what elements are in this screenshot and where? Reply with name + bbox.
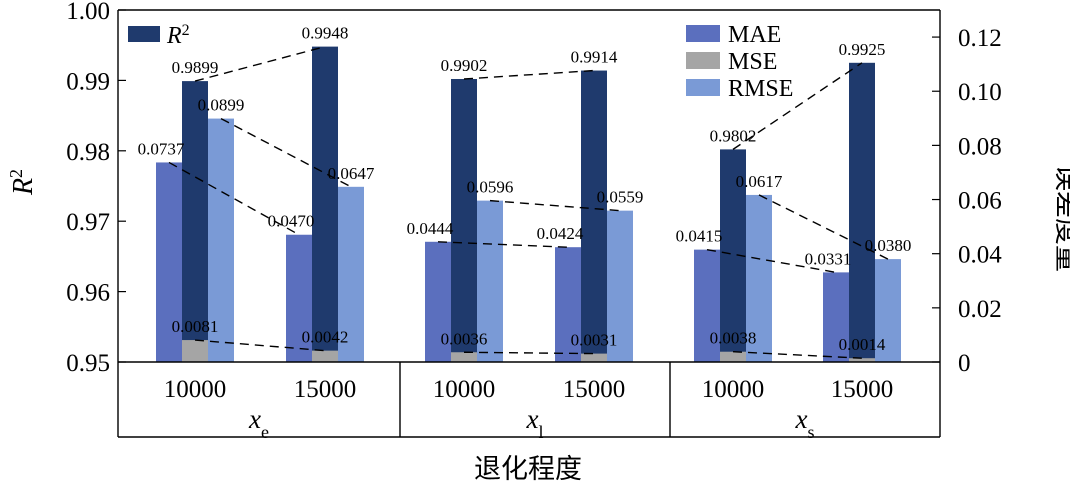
- bar-rmse-1: [338, 186, 364, 362]
- legend-swatch-mse: [686, 52, 720, 69]
- legend-swatch-mae: [686, 25, 720, 42]
- label-mae-0: 0.0737: [138, 139, 185, 158]
- bar-mse-5: [849, 358, 875, 362]
- label-mae-3: 0.0424: [537, 224, 584, 243]
- axes: 0.95 0.96 0.97 0.98 0.99 1.00 0 0.02 0.04 0.06 0.0…: [66, 0, 1002, 442]
- label-mae-2: 0.0444: [407, 219, 454, 238]
- bar-mae-2: [425, 241, 451, 362]
- bar-rmse-4: [746, 194, 772, 362]
- group-label-x_l: xl: [526, 404, 544, 442]
- category-label: 15000: [831, 376, 894, 403]
- label-mae-1: 0.0470: [268, 212, 315, 231]
- label-r2-2: 0.9902: [441, 56, 488, 75]
- right-tick-label: 0: [958, 350, 971, 377]
- bar-mse-1: [312, 350, 338, 362]
- bar-mae-5: [823, 272, 849, 362]
- left-tick-label: 0.95: [66, 350, 110, 377]
- x-axis-title: 退化程度: [474, 454, 582, 485]
- label-rmse-1: 0.0647: [328, 164, 375, 183]
- bar-mae-0: [156, 162, 182, 362]
- bar-r2-2: [451, 78, 477, 362]
- connector-mse-0: [194, 339, 326, 352]
- left-tick-label: 0.98: [66, 139, 110, 166]
- right-tick-label: 0.04: [958, 242, 1002, 269]
- left-tick-label: 1.00: [66, 0, 110, 25]
- bar-rmse-5: [875, 259, 901, 362]
- connector-r2-1: [463, 69, 595, 80]
- connector-mae-0: [168, 161, 300, 236]
- group-label-x_s: xs: [795, 404, 815, 442]
- y-axis-right-title: 误差度量: [1051, 164, 1070, 272]
- legend-swatch-rmse: [686, 79, 720, 96]
- label-mae-4: 0.0415: [676, 227, 723, 246]
- bar-r2-3: [581, 70, 607, 362]
- bar-mse-2: [451, 352, 477, 362]
- label-r2-3: 0.9914: [571, 48, 618, 67]
- right-tick-label: 0.08: [958, 133, 1002, 160]
- label-mse-4: 0.0038: [710, 329, 757, 348]
- label-r2-5: 0.9925: [839, 40, 886, 59]
- bar-mse-4: [720, 351, 746, 362]
- bar-r2-5: [849, 62, 875, 363]
- label-mse-3: 0.0031: [571, 331, 618, 350]
- connector-mse-1: [463, 351, 595, 355]
- category-label: 15000: [563, 376, 626, 403]
- connector-r2-0: [194, 45, 326, 82]
- label-r2-0: 0.9899: [172, 58, 219, 77]
- connector-rmse-1: [489, 199, 621, 212]
- label-rmse-4: 0.0617: [736, 172, 783, 191]
- left-tick-label: 0.96: [66, 280, 110, 307]
- connector-mae-1: [437, 241, 569, 248]
- category-label: 15000: [294, 376, 357, 403]
- legend-swatch-r2: [128, 26, 160, 42]
- bar-r2-1: [312, 46, 338, 362]
- bar-mae-4: [694, 249, 720, 362]
- bar-mae-1: [286, 234, 312, 362]
- left-tick-label: 0.97: [66, 209, 110, 236]
- bar-mae-3: [555, 247, 581, 362]
- right-tick-label: 0.12: [958, 25, 1002, 52]
- data-labels: 0.9899 0.0899 0.0737 0.0081 0.9948 0.0647 0.04…: [138, 24, 912, 355]
- category-label: 10000: [164, 376, 227, 403]
- category-label: 10000: [433, 376, 496, 403]
- connector-mse-2: [732, 351, 863, 359]
- connector-rmse-0: [220, 117, 352, 188]
- bar-mse-0: [182, 340, 208, 362]
- label-mse-0: 0.0081: [172, 317, 219, 336]
- label-mse-5: 0.0014: [839, 335, 886, 354]
- label-rmse-2: 0.0596: [467, 178, 514, 197]
- left-tick-label: 0.99: [66, 68, 110, 95]
- connector-mae-2: [706, 248, 837, 274]
- group-label-x_e: xe: [248, 404, 269, 442]
- label-rmse-5: 0.0380: [865, 236, 912, 255]
- label-r2-4: 0.9802: [710, 126, 757, 145]
- label-rmse-3: 0.0559: [597, 188, 644, 207]
- label-rmse-0: 0.0899: [198, 96, 245, 115]
- legend-label-mse: MSE: [728, 49, 777, 75]
- legend-label-r2: R2: [166, 22, 190, 50]
- bar-rmse-0: [208, 118, 234, 362]
- label-r2-1: 0.9948: [302, 24, 349, 43]
- bars-layer: [156, 46, 901, 363]
- connector-rmse-2: [758, 194, 889, 260]
- label-mae-5: 0.0331: [805, 249, 852, 268]
- bar-rmse-3: [607, 210, 633, 362]
- label-mse-2: 0.0036: [441, 329, 488, 348]
- y-axis-left-title: R2: [6, 169, 39, 196]
- right-tick-label: 0.06: [958, 188, 1002, 215]
- bar-r2-0: [182, 81, 208, 362]
- bar-mse-3: [581, 353, 607, 362]
- right-tick-label: 0.10: [958, 79, 1002, 106]
- right-tick-label: 0.02: [958, 296, 1002, 323]
- connector-lines: [168, 45, 889, 359]
- legend-label-rmse: RMSE: [728, 76, 793, 102]
- legend-label-mae: MAE: [728, 22, 781, 48]
- category-label: 10000: [702, 376, 765, 403]
- bar-rmse-2: [477, 200, 503, 362]
- connector-r2-2: [732, 62, 863, 150]
- label-mse-1: 0.0042: [302, 328, 349, 347]
